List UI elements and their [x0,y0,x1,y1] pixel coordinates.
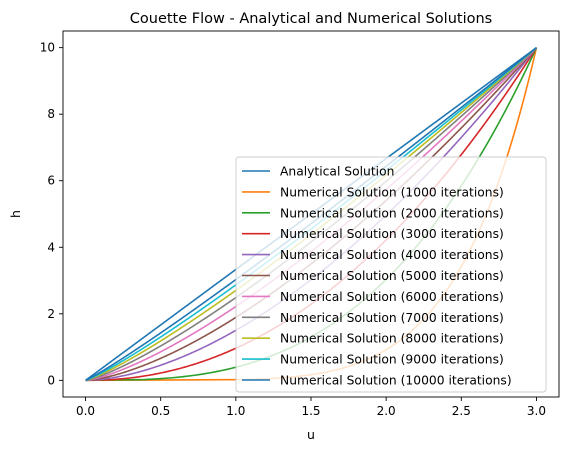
x-axis-label: u [307,427,315,442]
y-tick-label: 10 [40,41,55,55]
y-tick-label: 8 [47,107,55,121]
y-tick-label: 4 [47,240,55,254]
x-tick-label: 2.0 [377,404,396,418]
legend-label: Analytical Solution [280,165,394,179]
legend-label: Numerical Solution (1000 iterations) [280,185,504,199]
x-tick-label: 1.5 [301,404,320,418]
x-tick-label: 1.0 [226,404,245,418]
legend-label: Numerical Solution (9000 iterations) [280,353,504,367]
x-axis-ticks: 0.0 0.5 1.0 1.5 2.0 2.5 3.0 [76,397,546,418]
y-axis-label: h [8,210,23,218]
y-tick-label: 2 [47,307,55,321]
y-tick-label: 0 [47,373,55,387]
legend-label: Numerical Solution (10000 iterations) [280,374,512,388]
legend-label: Numerical Solution (6000 iterations) [280,290,504,304]
legend-label: Numerical Solution (2000 iterations) [280,206,504,220]
legend-label: Numerical Solution (8000 iterations) [280,332,504,346]
legend-label: Numerical Solution (3000 iterations) [280,227,504,241]
y-axis-ticks: 0 2 4 6 8 10 [40,41,63,387]
x-tick-label: 0.0 [76,404,95,418]
x-tick-label: 0.5 [151,404,170,418]
legend-label: Numerical Solution (7000 iterations) [280,311,504,325]
x-tick-label: 3.0 [527,404,546,418]
chart-title: Couette Flow - Analytical and Numerical … [130,11,492,27]
x-tick-label: 2.5 [452,404,471,418]
legend: Analytical Solution Numerical Solution (1… [235,156,547,393]
legend-box [235,156,547,393]
legend-items: Analytical Solution Numerical Solution (1… [242,165,512,388]
legend-label: Numerical Solution (4000 iterations) [280,248,504,262]
legend-label: Numerical Solution (5000 iterations) [280,269,504,283]
y-tick-label: 6 [47,174,55,188]
